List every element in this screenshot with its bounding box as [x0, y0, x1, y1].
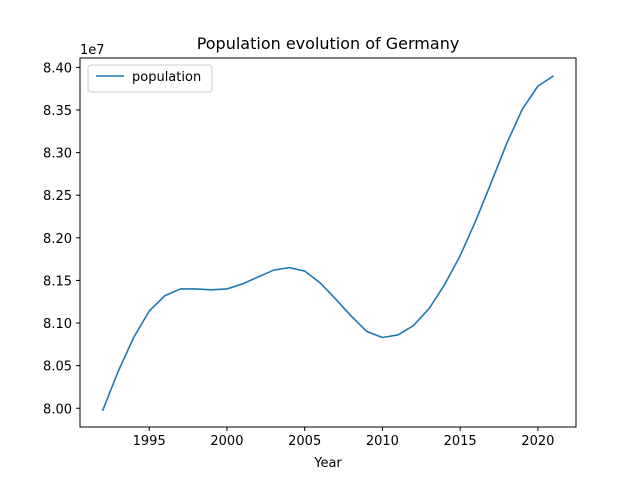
x-tick-label: 2005	[288, 434, 321, 449]
y-offset-label: 1e7	[80, 43, 105, 58]
legend-label-population: population	[132, 70, 201, 85]
x-tick-label: 2010	[366, 434, 399, 449]
x-tick-label: 2015	[444, 434, 477, 449]
y-tick-label: 8.40	[43, 61, 72, 76]
plot-area: 1995 2000 2005 2010 2015 2020 8.00 8.05 8.10 8.15…	[43, 61, 554, 449]
y-tick-label: 8.35	[43, 104, 72, 119]
y-tick-label: 8.15	[43, 274, 72, 289]
axes-frame	[79, 57, 577, 428]
y-tick-label: 8.00	[43, 402, 72, 417]
legend-box	[87, 64, 213, 93]
y-tick-label: 8.25	[43, 189, 72, 204]
y-tick-label: 8.10	[43, 317, 72, 332]
y-tick-label: 8.20	[43, 232, 72, 247]
x-axis-label: Year	[313, 456, 342, 471]
y-tick-label: 8.30	[43, 147, 72, 162]
y-tick-label: 8.05	[43, 360, 72, 375]
chart-title: Population evolution of Germany	[197, 34, 460, 53]
x-tick-label: 2020	[521, 434, 554, 449]
series-line-population	[101, 75, 554, 412]
x-tick-label: 2000	[210, 434, 243, 449]
legend: population	[87, 64, 213, 93]
x-tick-label: 1995	[133, 434, 166, 449]
